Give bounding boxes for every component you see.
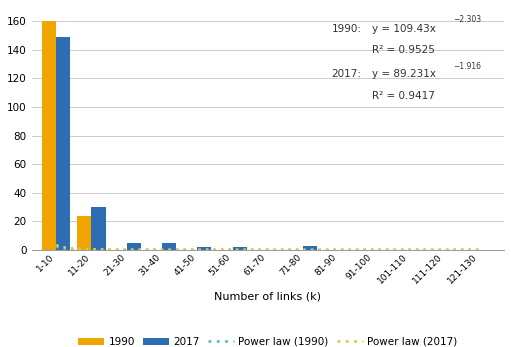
Text: −2.303: −2.303 bbox=[453, 16, 482, 24]
Line: Power law (1990): Power law (1990) bbox=[56, 247, 479, 250]
Power law (1990) bbox=[53, 245, 59, 249]
Power law (2017) bbox=[400, 248, 406, 252]
Power law (2017) bbox=[254, 248, 260, 252]
Power law (1990) bbox=[254, 248, 260, 252]
Power law (1990) bbox=[257, 248, 263, 252]
Bar bbox=[42, 21, 56, 250]
Bar bbox=[77, 215, 91, 250]
X-axis label: Number of links (k): Number of links (k) bbox=[214, 291, 321, 301]
Text: y = 109.43x: y = 109.43x bbox=[372, 24, 436, 34]
Text: R² = 0.9525: R² = 0.9525 bbox=[372, 45, 435, 54]
Text: −1.916: −1.916 bbox=[453, 62, 481, 70]
Line: Power law (2017): Power law (2017) bbox=[56, 245, 479, 250]
Power law (1990) bbox=[400, 248, 406, 252]
Power law (2017) bbox=[466, 248, 472, 252]
Text: 1990:: 1990: bbox=[332, 24, 362, 34]
Bar bbox=[91, 207, 106, 250]
Bar bbox=[233, 247, 247, 250]
Power law (2017) bbox=[282, 248, 288, 252]
Power law (2017) bbox=[305, 248, 311, 252]
Power law (1990) bbox=[282, 248, 288, 252]
Power law (2017) bbox=[476, 248, 482, 252]
Bar bbox=[303, 246, 317, 250]
Bar bbox=[162, 243, 176, 250]
Text: R² = 0.9417: R² = 0.9417 bbox=[372, 91, 435, 101]
Text: 2017:: 2017: bbox=[332, 69, 362, 79]
Power law (2017) bbox=[53, 243, 59, 247]
Power law (2017) bbox=[257, 248, 263, 252]
Text: y = 89.231x: y = 89.231x bbox=[372, 69, 436, 79]
Bar bbox=[197, 247, 212, 250]
Legend: 1990, 2017, Power law (1990), Power law (2017): 1990, 2017, Power law (1990), Power law … bbox=[74, 333, 461, 347]
Bar bbox=[56, 37, 71, 250]
Power law (1990) bbox=[476, 248, 482, 252]
Power law (1990) bbox=[466, 248, 472, 252]
Power law (1990) bbox=[305, 248, 311, 252]
Bar bbox=[127, 243, 141, 250]
